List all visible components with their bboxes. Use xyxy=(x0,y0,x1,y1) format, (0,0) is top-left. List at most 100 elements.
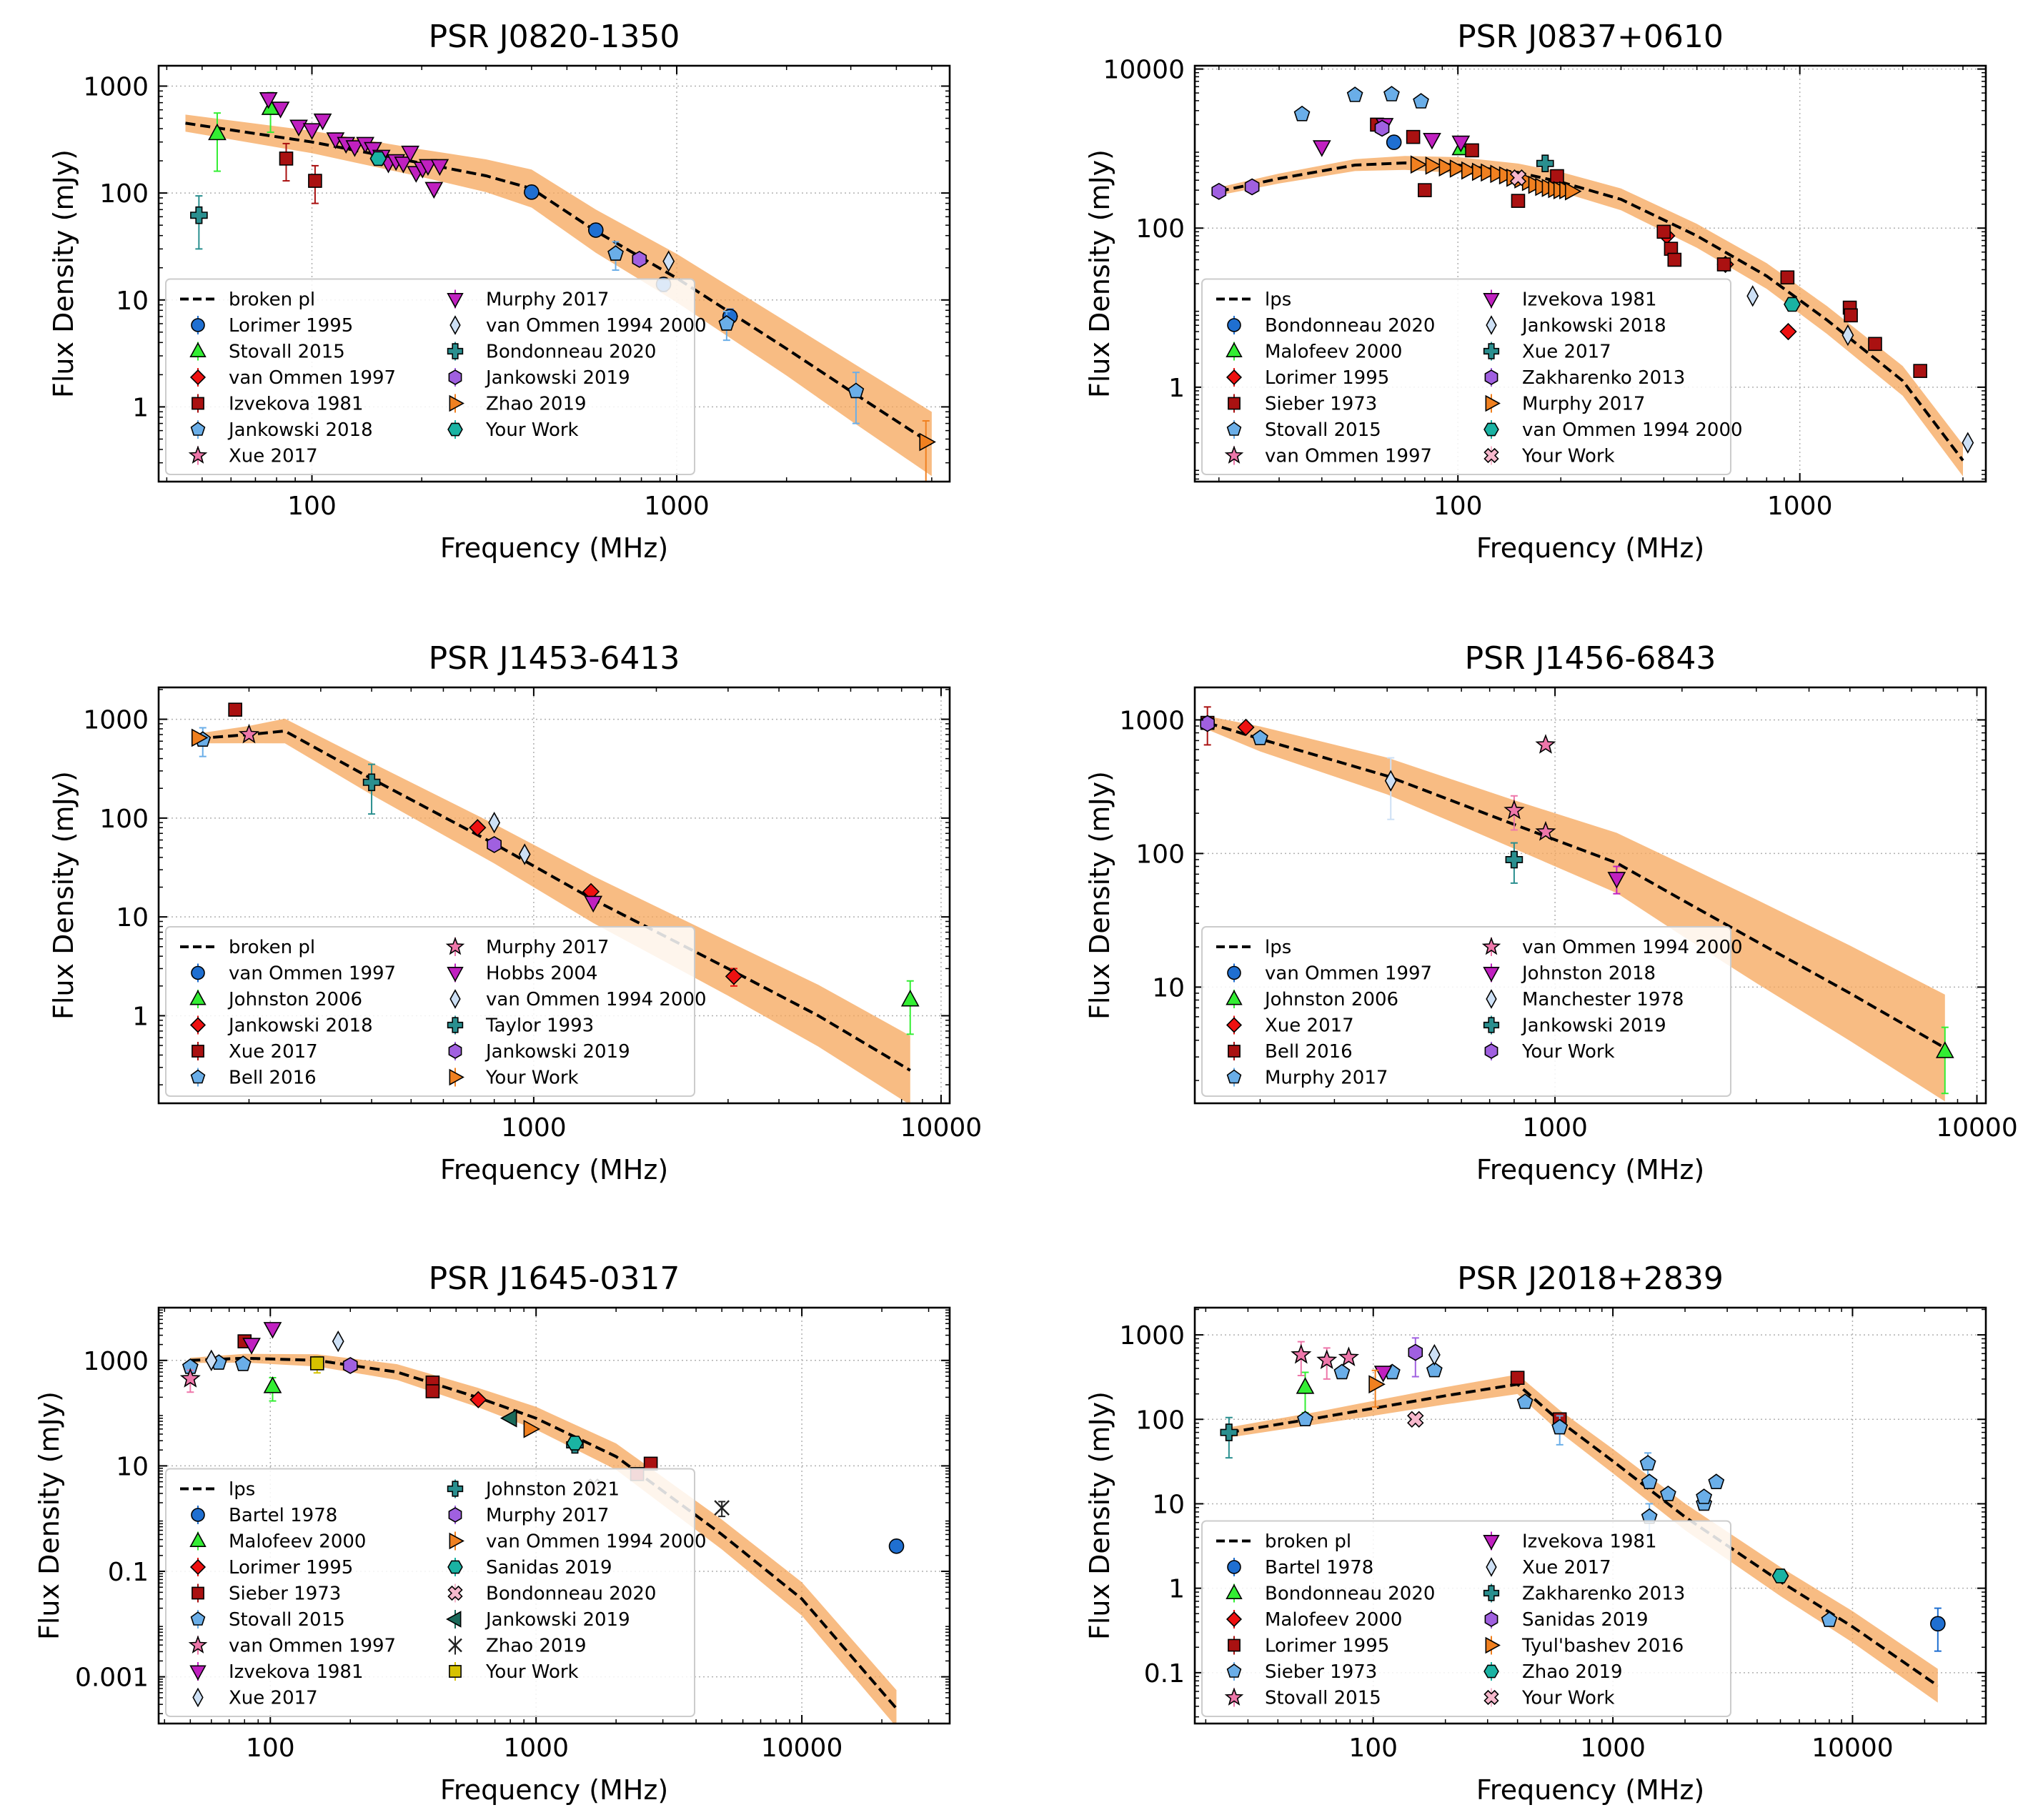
data-point xyxy=(1368,1375,1386,1394)
legend-entry: van Ommen 1997 xyxy=(191,963,396,985)
y-axis-label: Flux Density (mJy) xyxy=(1084,771,1115,1020)
data-point xyxy=(1413,93,1429,109)
legend-entry: Lorimer 1995 xyxy=(1226,367,1389,389)
data-point xyxy=(1316,1349,1338,1370)
legend-entry: Xue 2017 xyxy=(192,1687,318,1709)
legend-marker xyxy=(447,1560,463,1574)
y-tick-label: 1 xyxy=(1168,374,1185,403)
legend-entry: Tyul'bashev 2016 xyxy=(1485,1636,1684,1657)
subplot-3: 1000 10000 1 10 100 1000 PSR J1453-6413 Frequen… xyxy=(48,640,982,1185)
model-curve xyxy=(185,121,933,445)
legend-label: Lorimer 1995 xyxy=(1265,367,1389,389)
legend-label: Bondonneau 2020 xyxy=(1265,315,1435,337)
y-axis-label: Flux Density (mJy) xyxy=(48,771,79,1020)
legend-label: Your Work xyxy=(485,419,579,441)
data-point xyxy=(1716,257,1731,272)
data-point xyxy=(1771,1568,1789,1583)
legend-label: Zhao 2019 xyxy=(486,394,587,415)
legend-entry: Your Work xyxy=(1483,446,1615,467)
legend-marker xyxy=(1227,1560,1241,1574)
legend-label: Sieber 1973 xyxy=(229,1583,341,1605)
legend-entry: Malofeev 2000 xyxy=(1226,1609,1402,1631)
legend-marker xyxy=(447,293,464,309)
legend-marker xyxy=(1486,315,1497,335)
legend-marker xyxy=(446,1611,462,1628)
y-tick-label: 100 xyxy=(1135,840,1185,869)
legend-entry: Xue 2017 xyxy=(1226,1015,1354,1037)
data-point xyxy=(1511,194,1526,208)
legend-marker xyxy=(191,1508,205,1522)
legend-marker xyxy=(1226,342,1243,357)
legend-label: Hobbs 2004 xyxy=(486,963,597,985)
y-tick-label: 1000 xyxy=(83,706,149,735)
legend-label: Sieber 1973 xyxy=(1265,394,1377,415)
data-point xyxy=(1471,162,1489,181)
data-point xyxy=(1237,718,1255,736)
legend-marker xyxy=(190,1611,206,1626)
legend-label: Stovall 2015 xyxy=(1265,419,1381,441)
legend-label: van Ommen 1994 2000 xyxy=(486,315,707,337)
legend-marker xyxy=(449,1068,464,1086)
legend-marker xyxy=(1227,965,1241,980)
legend-label: Sanidas 2019 xyxy=(1522,1609,1649,1631)
y-axis-label: Flux Density (mJy) xyxy=(1084,149,1115,398)
y-tick-label: 10 xyxy=(1152,973,1185,1003)
data-point xyxy=(1659,1486,1676,1501)
y-tick-label: 10 xyxy=(1152,1490,1185,1519)
legend-marker xyxy=(190,422,206,436)
legend: broken pl Lorimer 1995 Stovall 2015 van Omm… xyxy=(165,278,707,475)
legend-entry: van Ommen 1997 xyxy=(188,1636,396,1657)
legend-label: Stovall 2015 xyxy=(229,342,345,363)
data-points xyxy=(190,91,936,482)
legend-marker xyxy=(189,990,207,1005)
error-bar xyxy=(922,419,930,482)
data-point xyxy=(1428,1343,1441,1366)
legend-entry: Malofeev 2000 xyxy=(1226,342,1402,363)
y-axis-label: Flux Density (mJy) xyxy=(34,1391,65,1640)
y-tick-label: 10 xyxy=(116,1452,149,1481)
legend-entry: lps xyxy=(1216,937,1291,958)
legend-marker xyxy=(1486,989,1497,1009)
legend-marker xyxy=(189,1665,207,1681)
legend-label: van Ommen 1994 2000 xyxy=(1522,419,1743,441)
data-point xyxy=(1407,1411,1424,1428)
y-tick-label: 100 xyxy=(99,805,149,834)
legend-label: van Ommen 1997 xyxy=(1265,963,1432,985)
legend-label: van Ommen 1994 2000 xyxy=(486,989,707,1010)
data-point xyxy=(1449,159,1467,178)
data-point xyxy=(900,989,920,1007)
data-point xyxy=(1551,1418,1569,1435)
legend-label: broken pl xyxy=(1265,1531,1351,1553)
legend-entry: Manchester 1978 xyxy=(1486,989,1684,1010)
legend-marker xyxy=(1483,447,1499,464)
legend-entry: Lorimer 1995 xyxy=(1228,1636,1389,1657)
data-point xyxy=(1297,1411,1313,1426)
legend-entry: lps xyxy=(180,1479,255,1501)
y-tick-label: 0.001 xyxy=(75,1664,149,1693)
data-point xyxy=(302,123,322,140)
legend-entry: broken pl xyxy=(180,937,315,958)
legend-label: Lorimer 1995 xyxy=(229,1557,353,1578)
legend-label: Jankowski 2019 xyxy=(1521,1015,1666,1037)
data-point xyxy=(1220,1423,1238,1441)
legend-entry: Izvekova 1981 xyxy=(1483,289,1657,311)
legend-label: van Ommen 1997 xyxy=(229,367,396,389)
x-tick-label: 10000 xyxy=(1936,1113,2018,1143)
legend-marker xyxy=(1484,369,1498,385)
legend-marker xyxy=(1483,1585,1500,1601)
chart-title: PSR J0820-1350 xyxy=(429,19,680,55)
data-point xyxy=(1296,1377,1315,1394)
legend-label: Xue 2017 xyxy=(229,1041,318,1063)
legend-label: Murphy 2017 xyxy=(1522,394,1645,415)
legend-entry: Sieber 1973 xyxy=(1228,394,1377,415)
legend-entry: Bell 2016 xyxy=(190,1068,317,1089)
legend-entry: Sanidas 2019 xyxy=(447,1557,612,1578)
legend-label: Bondonneau 2020 xyxy=(1265,1583,1435,1605)
data-point xyxy=(1244,178,1260,196)
data-point xyxy=(847,382,865,399)
legend-entry: Hobbs 2004 xyxy=(447,963,597,985)
legend-marker xyxy=(192,1687,204,1708)
chart-title: PSR J0837+0610 xyxy=(1457,19,1724,55)
error-bar xyxy=(1941,1026,1949,1095)
